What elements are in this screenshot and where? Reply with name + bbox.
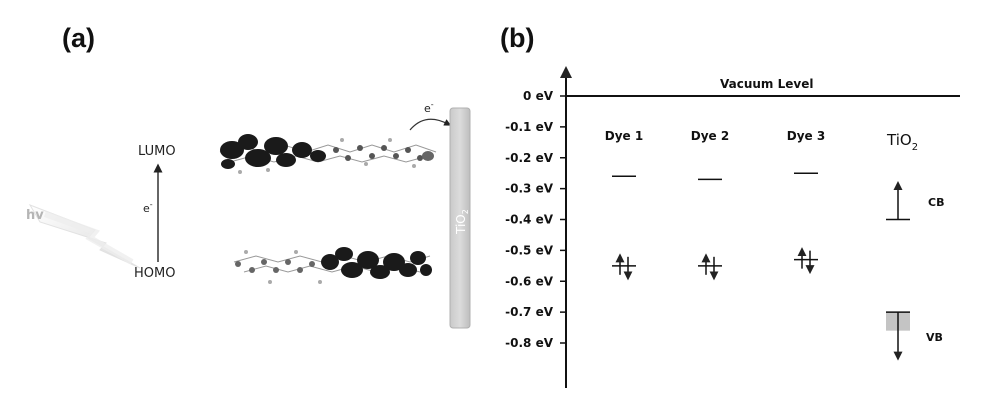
homo-label: HOMO — [134, 266, 175, 281]
axis-tick-label: -0.4 eV — [505, 213, 554, 227]
axis-tick-label: 0 eV — [523, 89, 554, 103]
injection-electron-label: e- — [424, 100, 434, 115]
axis-tick-label: -0.5 eV — [505, 243, 554, 257]
homo-orbital-image — [233, 247, 432, 284]
tio2-bar-label: TiO2 — [454, 209, 470, 235]
axis-tick-label: -0.6 eV — [505, 274, 554, 288]
energy-levels: Dye 1 Dye 2 Dye 3 — [605, 129, 910, 361]
dye-column-label: Dye 1 — [605, 129, 643, 143]
panel-a: (a) hv LUMO HOMO e- — [26, 23, 471, 329]
tio2-column-title: TiO2 — [886, 131, 918, 153]
tio2-bar — [449, 107, 471, 329]
axis-tick-label: -0.7 eV — [505, 305, 554, 319]
vb-label: VB — [926, 331, 943, 344]
lumo-orbital-image — [219, 134, 437, 174]
light-beam-icon — [28, 204, 141, 269]
axis-tick-label: -0.3 eV — [505, 182, 554, 196]
injection-arrow — [409, 118, 452, 131]
dye-column-label: Dye 3 — [787, 129, 825, 143]
panel-b-label: (b) — [500, 23, 534, 53]
hv-label: hv — [26, 208, 44, 223]
dye-column-label: Dye 2 — [691, 129, 729, 143]
panel-b: (b) Vacuum Level 0 eV -0.1 eV -0.2 eV -0.3 … — [500, 23, 960, 388]
vacuum-level-label: Vacuum Level — [720, 77, 813, 91]
axis-tick-label: -0.1 eV — [505, 120, 554, 134]
electron-label: e- — [143, 200, 153, 215]
axis-tick-label: -0.2 eV — [505, 151, 554, 165]
axis-ticks: 0 eV -0.1 eV -0.2 eV -0.3 eV -0.4 eV -0.5 eV -… — [505, 89, 566, 350]
lumo-label: LUMO — [138, 144, 176, 159]
axis-tick-label: -0.8 eV — [505, 336, 554, 350]
cb-label: CB — [928, 196, 944, 209]
panel-a-label: (a) — [62, 23, 95, 53]
